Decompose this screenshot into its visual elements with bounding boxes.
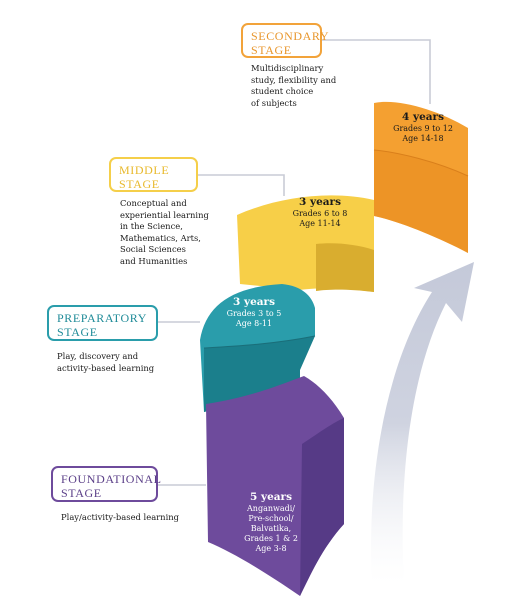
years-foundational: 5 years Anganwadi/ Pre-school/ Balvatika…	[244, 491, 298, 553]
stage-description-foundational: Play/activity-based learning	[61, 512, 180, 522]
stage-label-line2: STAGE	[251, 43, 292, 57]
connector-lines	[158, 39, 431, 486]
stage-description-middle: Conceptual and experiential learning in …	[120, 198, 209, 266]
connector-middle	[197, 174, 285, 196]
connector-secondary	[319, 39, 431, 104]
stage-label-line2: STAGE	[57, 325, 98, 339]
stage-description-preparatory: Play, discovery and activity-based learn…	[57, 351, 155, 373]
stage-label-line1: SECONDARY	[251, 29, 330, 43]
stage-label-middle: MIDDLE STAGE	[109, 157, 198, 192]
growth-arrow-icon	[371, 262, 474, 585]
block-secondary	[373, 101, 469, 253]
stage-label-line2: STAGE	[61, 486, 102, 500]
block-foundational	[206, 376, 344, 596]
years-secondary: 4 years Grades 9 to 12 Age 14-18	[393, 111, 453, 143]
stage-label-line1: MIDDLE	[119, 163, 170, 177]
stage-label-preparatory: PREPARATORY STAGE	[47, 305, 158, 341]
years-middle: 3 years Grades 6 to 8 Age 11-14	[292, 196, 348, 228]
stage-label-foundational: FOUNDATIONAL STAGE	[51, 466, 162, 502]
stage-label-line2: STAGE	[119, 177, 160, 191]
block-preparatory	[200, 284, 316, 412]
stage-description-secondary: Multidisciplinary study, flexibility and…	[251, 63, 337, 108]
stage-label-line1: FOUNDATIONAL	[61, 472, 162, 486]
stage-label-line1: PREPARATORY	[57, 311, 147, 325]
block-middle	[237, 195, 374, 292]
stage-label-secondary: SECONDARY STAGE	[241, 23, 330, 58]
years-preparatory: 3 years Grades 3 to 5 Age 8-11	[226, 296, 282, 328]
